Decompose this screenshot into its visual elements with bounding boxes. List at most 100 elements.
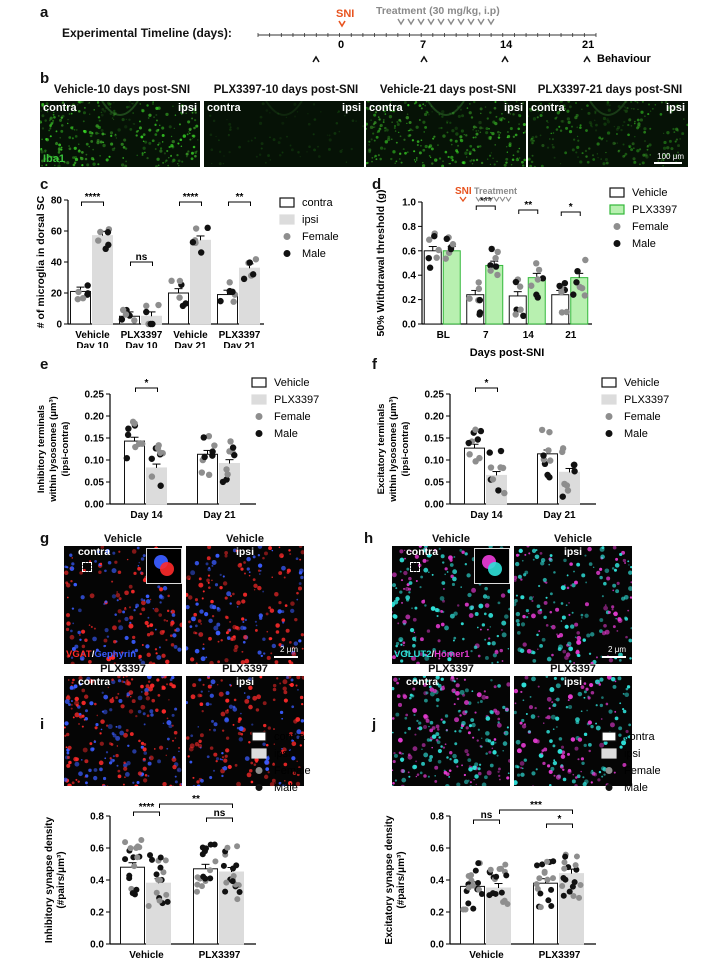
puncta [614, 680, 617, 683]
puncta [431, 726, 436, 730]
data-point [123, 454, 131, 462]
iba1-cell [92, 148, 94, 151]
puncta [403, 622, 406, 626]
iba1-cell [624, 101, 628, 104]
iba1-cell [327, 147, 331, 151]
puncta [448, 555, 453, 561]
puncta [152, 608, 155, 610]
puncta [597, 778, 601, 782]
data-point [539, 861, 546, 868]
puncta [281, 747, 283, 750]
iba1-cell [549, 138, 551, 140]
puncta [165, 659, 170, 664]
puncta [585, 581, 588, 584]
puncta [560, 585, 566, 591]
puncta [488, 546, 493, 549]
puncta [290, 601, 295, 606]
iba1-cell [72, 163, 76, 167]
data-point [475, 285, 483, 293]
iba1-cell [385, 105, 389, 109]
puncta [220, 679, 223, 682]
iba1-cell [646, 148, 649, 151]
iba1-cell [565, 126, 569, 130]
puncta [171, 676, 175, 680]
iba1-cell [377, 116, 380, 119]
puncta [73, 756, 78, 762]
iba1-cell [451, 111, 455, 115]
iba1-cell [93, 109, 96, 111]
iba1-cell [518, 147, 521, 150]
y-axis-label-line: Inhibitory terminals [36, 405, 47, 493]
data-point [211, 442, 218, 449]
iba1-cell [157, 164, 160, 167]
significance-bracket [159, 803, 233, 808]
iba1-cell [320, 111, 322, 113]
puncta [84, 774, 89, 778]
puncta [454, 717, 460, 723]
iba1-cell [677, 144, 680, 148]
puncta [206, 578, 210, 583]
puncta [423, 653, 427, 657]
stain-label-a: VGAT [66, 649, 92, 660]
puncta [71, 781, 75, 785]
puncta [110, 758, 115, 763]
puncta [145, 684, 150, 689]
data-point [533, 291, 540, 298]
puncta [397, 737, 403, 743]
iba1-cell [485, 131, 489, 135]
y-axis-label-line: within lysosomes (μm³) [48, 396, 59, 503]
iba1-cell [68, 145, 70, 147]
puncta [256, 694, 262, 700]
puncta [166, 717, 169, 720]
puncta [292, 771, 297, 775]
iba1-cell [516, 150, 520, 153]
puncta [94, 559, 97, 563]
puncta [403, 570, 408, 576]
puncta [407, 726, 412, 731]
iba1-cell [264, 161, 267, 164]
puncta [301, 676, 304, 680]
puncta [412, 764, 417, 770]
puncta [186, 736, 190, 740]
puncta [232, 707, 238, 712]
puncta [409, 696, 412, 700]
puncta [138, 739, 141, 743]
puncta [145, 644, 150, 649]
puncta [473, 645, 478, 650]
puncta [169, 682, 173, 687]
iba1-cell [457, 114, 461, 118]
puncta [393, 677, 398, 682]
iba1-cell [161, 141, 164, 143]
iba1-cell [368, 150, 372, 154]
iba1-cell [61, 114, 65, 118]
iba1-cell [189, 138, 192, 141]
iba1-cell [49, 127, 52, 130]
puncta [232, 705, 236, 709]
iba1-cell [566, 117, 571, 121]
significance-label: * [558, 814, 562, 825]
puncta [549, 558, 553, 562]
data-point [559, 445, 567, 452]
iba1-cell [109, 106, 112, 109]
panel-label-f: f [372, 356, 377, 373]
puncta [244, 658, 250, 664]
iba1-cell [377, 129, 381, 133]
iba1-cell [633, 160, 637, 164]
puncta [118, 699, 123, 704]
data-point [535, 266, 543, 274]
iba1-cell [534, 135, 538, 139]
data-point [556, 282, 563, 290]
iba1-cell [408, 134, 412, 137]
iba1-cell [475, 158, 479, 162]
puncta [297, 586, 303, 591]
x-tick-label: PLX3397 [199, 950, 241, 961]
iba1-cell [579, 160, 583, 164]
inset-texture [154, 555, 174, 576]
iba1-cell [500, 118, 503, 122]
iba1-cell [218, 139, 220, 142]
puncta [514, 710, 517, 715]
puncta [112, 755, 115, 758]
iba1-cell [70, 105, 72, 107]
significance-bracket [475, 205, 496, 210]
